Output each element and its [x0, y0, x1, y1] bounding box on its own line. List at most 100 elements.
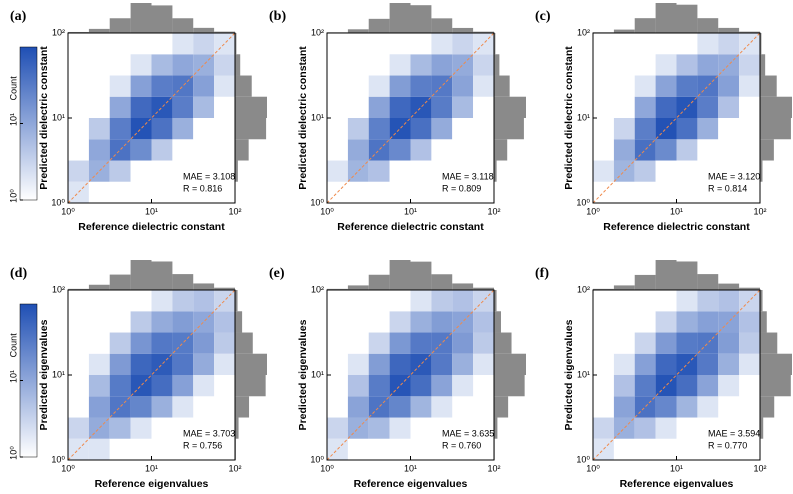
hist-cell [389, 332, 411, 354]
top-marginal-bar [193, 283, 215, 290]
y-tick-label: 10¹ [52, 112, 65, 122]
top-marginal-bar [193, 27, 215, 33]
hist-cell [676, 396, 698, 418]
hist-cell [68, 375, 89, 397]
right-marginal-bar [235, 311, 243, 333]
hist-cell [347, 96, 369, 118]
hist-cell [214, 353, 235, 375]
hist-cell [369, 290, 390, 311]
hist-cell [634, 139, 656, 161]
hist-cell [389, 375, 411, 397]
hist-cell [431, 54, 453, 76]
hist-cell [389, 353, 411, 375]
right-marginal-bar [494, 33, 496, 55]
x-tick-label: 10² [487, 206, 500, 216]
hist-cell [613, 332, 635, 354]
hist-cell [214, 75, 235, 97]
right-marginal-bar [235, 290, 238, 312]
hist-cell [347, 181, 369, 203]
hist-cell [410, 375, 432, 397]
hist-cell [718, 54, 740, 76]
right-marginal-bar [760, 33, 762, 55]
hist-cell [410, 118, 432, 140]
hist-cell [655, 160, 677, 182]
right-marginal-bar [494, 332, 512, 354]
hist-cell [131, 33, 152, 54]
hist-cell [389, 311, 411, 333]
annotation: R = 0.814 [708, 183, 747, 193]
hist-cell [368, 353, 390, 375]
top-marginal-bar [88, 284, 110, 290]
hist-cell [613, 438, 635, 460]
hist-cell [697, 33, 719, 55]
hist-cell [368, 375, 390, 397]
hist-cell [327, 97, 348, 118]
hist-cell [130, 417, 152, 439]
hist-cell [718, 396, 739, 417]
x-tick-label: 10⁰ [320, 463, 334, 473]
right-marginal-bar [235, 75, 252, 97]
y-tick-label: 10² [577, 284, 590, 294]
top-marginal-bar [389, 3, 411, 33]
hist-cell [327, 160, 348, 182]
hist-cell [88, 96, 110, 118]
hist-cell [110, 33, 131, 54]
right-marginal-bar [760, 311, 767, 333]
panel-label: (d) [10, 266, 27, 281]
hist-cell [130, 332, 152, 354]
hist-cell [676, 54, 698, 76]
top-marginal-bar [593, 288, 614, 290]
top-marginal-bar [214, 287, 235, 290]
hist-cell [327, 311, 348, 332]
y-tick-label: 10¹ [577, 369, 590, 379]
hist-cell [88, 139, 110, 161]
hist-cell [389, 290, 411, 312]
hist-cell [655, 332, 677, 354]
hist-cell [214, 396, 235, 417]
hist-cell [327, 354, 348, 375]
hist-cell [68, 290, 89, 311]
hist-cell [676, 311, 698, 333]
hist-cell [131, 182, 152, 203]
top-marginal-bar [347, 29, 369, 33]
hist-cell [327, 33, 348, 54]
hist-cell [473, 375, 494, 396]
right-marginal-bar [760, 290, 763, 312]
right-marginal-bar [235, 54, 241, 76]
right-marginal-bar [235, 96, 267, 118]
hist-cell [130, 160, 152, 182]
hist-cell [88, 332, 110, 354]
hist-cell [431, 118, 453, 140]
y-tick-label: 10⁰ [576, 454, 590, 464]
hist-cell [130, 353, 152, 375]
hist-cell [172, 118, 194, 140]
panel-label: (b) [269, 9, 286, 24]
hist-cell [452, 353, 474, 375]
hist-cell [151, 54, 173, 76]
hist-cell [193, 311, 215, 333]
top-marginal-bar [368, 274, 390, 290]
hist-cell [68, 160, 89, 182]
hist-cell [193, 75, 215, 97]
right-marginal-bar [235, 353, 267, 375]
x-tick-label: 10¹ [145, 463, 158, 473]
hist-cell [635, 54, 656, 75]
hist-cell [718, 96, 740, 118]
right-marginal-bar [235, 332, 253, 354]
hist-cell [613, 375, 635, 397]
y-tick-label: 10² [311, 284, 324, 294]
panel-label: (a) [10, 9, 27, 24]
hist-cell [614, 182, 635, 203]
colorbar-tick-label: 10⁰ [8, 446, 18, 460]
hist-cell [193, 54, 215, 76]
hist-cell [677, 439, 698, 460]
hist-cell [348, 54, 369, 75]
top-marginal-bar [68, 31, 89, 33]
hist-cell [452, 54, 474, 76]
right-marginal-bar [494, 311, 501, 333]
colorbar-tick-label: 10⁰ [8, 189, 18, 203]
hist-cell [635, 439, 656, 460]
hist-cell [68, 354, 89, 375]
hist-cell [655, 54, 677, 76]
hist-cell [718, 118, 740, 140]
